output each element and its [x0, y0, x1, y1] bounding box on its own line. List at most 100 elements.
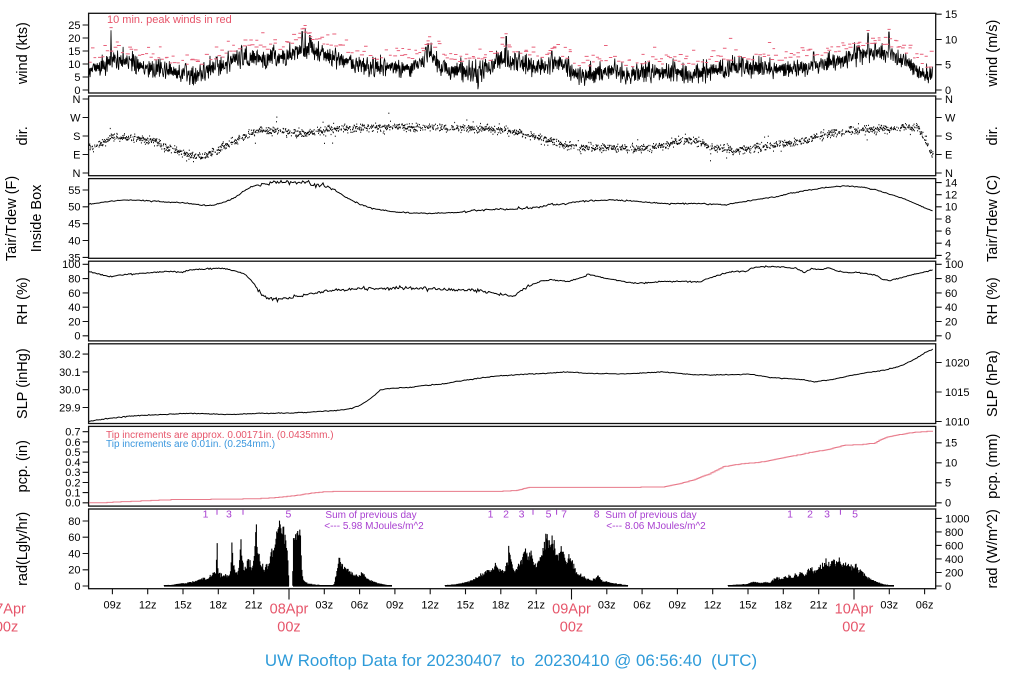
svg-text:03z: 03z	[598, 600, 616, 612]
svg-text:20: 20	[68, 33, 80, 45]
svg-text:09z: 09z	[669, 600, 687, 612]
svg-text:30.0: 30.0	[59, 385, 80, 397]
svg-text:RH (%): RH (%)	[15, 277, 31, 325]
svg-text:18z: 18z	[209, 600, 227, 612]
svg-text:10: 10	[945, 202, 957, 214]
svg-text:S: S	[73, 131, 80, 143]
svg-text:N: N	[945, 94, 953, 106]
svg-text:8: 8	[594, 509, 600, 521]
svg-text:Tip increments are approx. 0.0: Tip increments are approx. 0.00171in. (0…	[106, 430, 334, 441]
svg-text:00z: 00z	[277, 620, 300, 636]
svg-text:0.3: 0.3	[65, 467, 80, 479]
svg-text:5: 5	[285, 509, 291, 521]
svg-text:20: 20	[68, 316, 80, 328]
svg-text:RH (%): RH (%)	[985, 277, 1001, 325]
svg-text:0.1: 0.1	[65, 488, 80, 500]
svg-text:0.7: 0.7	[65, 427, 80, 439]
svg-text:06z: 06z	[916, 600, 934, 612]
svg-text:00z: 00z	[842, 620, 865, 636]
svg-text:wind (kts): wind (kts)	[15, 22, 31, 85]
svg-text:5: 5	[945, 478, 951, 490]
svg-text:10: 10	[945, 34, 957, 46]
svg-text:SLP (hPa): SLP (hPa)	[985, 350, 1001, 417]
svg-text:Sum of previous day: Sum of previous day	[325, 510, 416, 521]
svg-text:12z: 12z	[139, 600, 157, 612]
svg-text:09z: 09z	[386, 600, 404, 612]
svg-text:15z: 15z	[739, 600, 757, 612]
svg-text:10Apr: 10Apr	[835, 602, 874, 618]
svg-text:10: 10	[68, 59, 80, 71]
svg-text:80: 80	[68, 274, 80, 286]
svg-text:200: 200	[945, 567, 963, 579]
svg-text:rad(Lgly/hr): rad(Lgly/hr)	[15, 512, 31, 586]
svg-text:15z: 15z	[174, 600, 192, 612]
svg-text:21z: 21z	[810, 600, 828, 612]
svg-text:15: 15	[945, 438, 957, 450]
svg-text:100: 100	[62, 259, 80, 271]
svg-text:400: 400	[945, 554, 963, 566]
svg-text:35: 35	[68, 252, 80, 264]
svg-text:07Apr: 07Apr	[0, 602, 26, 618]
svg-text:0: 0	[945, 581, 951, 593]
svg-text:0: 0	[74, 581, 80, 593]
svg-text:3: 3	[824, 509, 830, 521]
svg-text:1: 1	[787, 509, 793, 521]
svg-text:S: S	[945, 131, 952, 143]
svg-text:00z: 00z	[0, 620, 18, 636]
svg-text:25: 25	[68, 20, 80, 32]
svg-text:00z: 00z	[560, 620, 583, 636]
svg-text:Sum of previous day: Sum of previous day	[605, 510, 696, 521]
svg-text:18z: 18z	[774, 600, 792, 612]
svg-text:2: 2	[503, 509, 509, 521]
svg-text:06z: 06z	[633, 600, 651, 612]
svg-text:08Apr: 08Apr	[270, 602, 309, 618]
svg-text:12: 12	[945, 190, 957, 202]
svg-text:60: 60	[68, 532, 80, 544]
svg-text:Tip increments are 0.01in. (0.: Tip increments are 0.01in. (0.254mm.)	[106, 439, 275, 450]
svg-text:09Apr: 09Apr	[552, 602, 591, 618]
svg-text:0.6: 0.6	[65, 437, 80, 449]
svg-text:Inside Box: Inside Box	[29, 184, 45, 252]
svg-text:40: 40	[945, 302, 957, 314]
svg-text:0: 0	[945, 498, 951, 510]
svg-text:80: 80	[945, 274, 957, 286]
svg-text:09z: 09z	[104, 600, 122, 612]
svg-text:5: 5	[945, 60, 951, 72]
svg-text:pcp. (mm): pcp. (mm)	[985, 434, 1001, 499]
svg-text:1015: 1015	[945, 387, 969, 399]
svg-text:0: 0	[945, 85, 951, 97]
svg-text:4: 4	[945, 238, 951, 250]
svg-text:5: 5	[546, 509, 552, 521]
svg-text:0.5: 0.5	[65, 447, 80, 459]
svg-text:30.2: 30.2	[59, 349, 80, 361]
svg-text:45: 45	[68, 219, 80, 231]
svg-text:06z: 06z	[351, 600, 369, 612]
svg-text:40: 40	[68, 302, 80, 314]
svg-text:SLP (inHg): SLP (inHg)	[15, 348, 31, 419]
svg-text:Tair/Tdew (C): Tair/Tdew (C)	[985, 175, 1001, 262]
svg-text:29.9: 29.9	[59, 402, 80, 414]
svg-text:Tair/Tdew (F): Tair/Tdew (F)	[4, 176, 20, 261]
svg-text:wind (m/s): wind (m/s)	[985, 20, 1001, 88]
svg-text:50: 50	[68, 202, 80, 214]
svg-text:0.2: 0.2	[65, 477, 80, 489]
svg-text:1000: 1000	[945, 513, 969, 525]
svg-text:N: N	[73, 168, 81, 180]
svg-text:1: 1	[203, 509, 209, 521]
svg-text:15: 15	[945, 9, 957, 21]
svg-text:800: 800	[945, 527, 963, 539]
svg-text:UW Rooftop Data for 20230407: UW Rooftop Data for 20230407 to 20230410…	[265, 651, 757, 670]
svg-text:N: N	[73, 94, 81, 106]
svg-text:18z: 18z	[492, 600, 510, 612]
svg-text:6: 6	[945, 226, 951, 238]
svg-text:pcp. (in): pcp. (in)	[15, 440, 31, 492]
svg-text:0.4: 0.4	[65, 457, 80, 469]
svg-text:21z: 21z	[245, 600, 263, 612]
svg-text:12z: 12z	[421, 600, 439, 612]
svg-text:1020: 1020	[945, 357, 969, 369]
svg-text:5: 5	[74, 72, 80, 84]
svg-text:10 min. peak winds in red: 10 min. peak winds in red	[107, 14, 232, 26]
svg-text:21z: 21z	[527, 600, 545, 612]
svg-text:55: 55	[68, 185, 80, 197]
svg-text:14: 14	[945, 178, 957, 190]
